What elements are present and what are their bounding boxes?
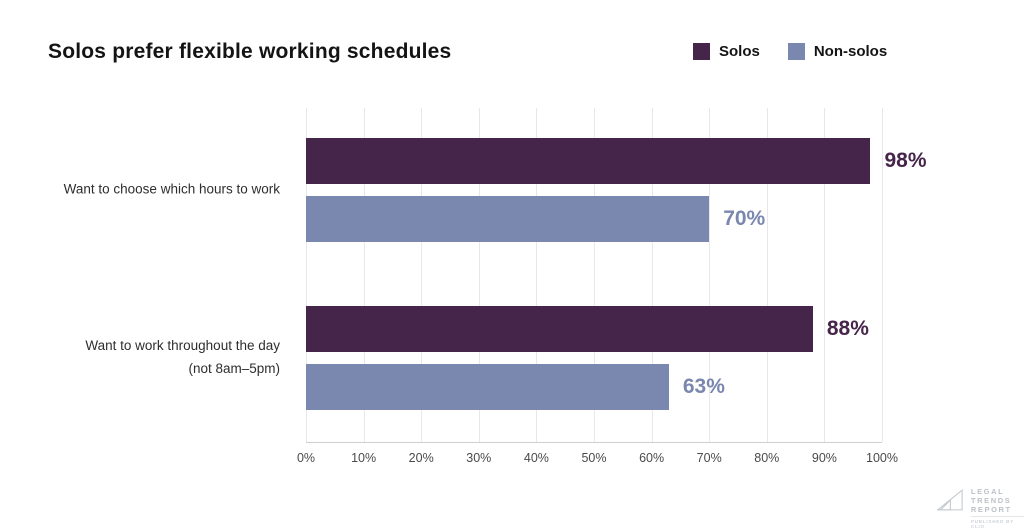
bar-non-solos-0 bbox=[306, 196, 710, 242]
legend-item-nonsolos: Non-solos bbox=[787, 43, 888, 60]
bar-solos-0 bbox=[306, 138, 871, 184]
gridline bbox=[594, 108, 595, 442]
legend-label-nonsolos: Non-solos bbox=[813, 43, 888, 60]
legend-item-solos: Solos bbox=[693, 43, 760, 60]
legend: Solos Non-solos bbox=[693, 43, 887, 60]
bar-solos-1 bbox=[306, 306, 813, 352]
gridline bbox=[478, 108, 480, 442]
x-tick-label: 40% bbox=[523, 451, 549, 465]
category-label: Want to work throughout the day (not 8am… bbox=[85, 338, 280, 376]
plot-area: 98% 88% 70% 63% bbox=[306, 108, 927, 443]
value-label: 88% bbox=[826, 317, 869, 340]
logo-text: LEGAL TRENDS REPORT PUBLISHED BY CLIO bbox=[970, 487, 1024, 529]
x-tick-label: 60% bbox=[639, 451, 665, 465]
x-tick-label: 30% bbox=[466, 451, 492, 465]
trend-triangle-icon bbox=[936, 488, 963, 511]
value-label: 63% bbox=[682, 375, 725, 398]
x-tick-label: 0% bbox=[296, 451, 316, 465]
bar-non-solos-1 bbox=[306, 364, 669, 410]
category-label: Want to choose which hours to work bbox=[63, 181, 280, 197]
x-tick-label: 10% bbox=[351, 451, 377, 465]
category-labels: Want to choose which hours to work Want t… bbox=[0, 108, 293, 443]
legend-label-solos: Solos bbox=[719, 43, 760, 60]
solos-swatch-icon bbox=[693, 43, 710, 60]
x-tick-label: 50% bbox=[581, 451, 607, 465]
gridline bbox=[824, 108, 826, 442]
logo-subline: PUBLISHED BY CLIO bbox=[970, 516, 1024, 529]
logo-line-report: REPORT bbox=[970, 505, 1012, 514]
gridline bbox=[766, 108, 768, 442]
gridline bbox=[709, 108, 711, 442]
gridline bbox=[421, 108, 423, 442]
value-label: 70% bbox=[723, 207, 766, 230]
chart-title: Solos prefer flexible working schedules bbox=[48, 40, 452, 63]
gridline bbox=[363, 108, 365, 442]
x-tick-label: 20% bbox=[408, 451, 434, 465]
x-tick-label: 90% bbox=[811, 451, 837, 465]
gridline bbox=[882, 108, 883, 442]
gridline bbox=[536, 108, 538, 442]
x-tick-label: 100% bbox=[866, 451, 898, 465]
x-tick-label: 80% bbox=[754, 451, 780, 465]
value-label: 98% bbox=[884, 149, 927, 172]
gridline bbox=[651, 108, 653, 442]
gridline bbox=[306, 108, 307, 442]
legal-trends-report-logo: LEGAL TRENDS REPORT PUBLISHED BY CLIO bbox=[936, 487, 1024, 529]
nonsolos-swatch-icon bbox=[787, 43, 805, 60]
logo-line-trends: TRENDS bbox=[970, 496, 1012, 505]
logo-line-legal: LEGAL bbox=[970, 487, 1005, 496]
x-axis: 0% 10% 20% 30% 40% 50% 60% 70% 80% 90% 100% bbox=[297, 451, 898, 471]
x-tick-label: 70% bbox=[696, 451, 722, 465]
